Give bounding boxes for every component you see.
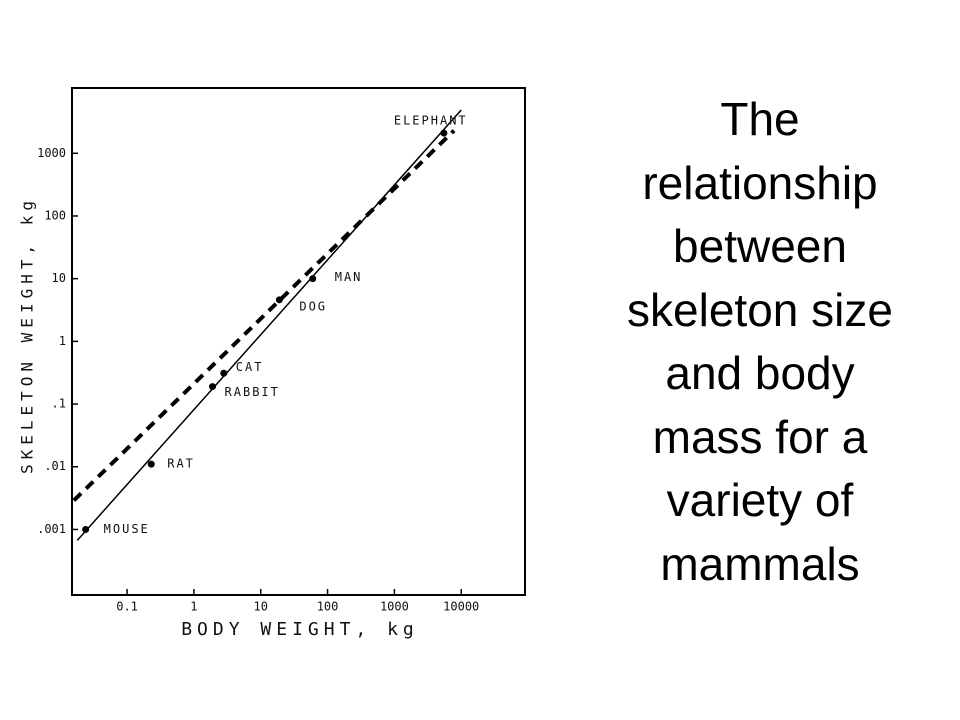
x-tick-label: 10 xyxy=(254,600,268,614)
y-tick-label: .1 xyxy=(52,397,66,411)
point-label: DOG xyxy=(299,299,327,313)
point-label: CAT xyxy=(236,360,264,374)
data-point xyxy=(440,129,448,137)
x-tick-label: 100 xyxy=(317,600,339,614)
point-label: MOUSE xyxy=(104,522,150,536)
title-line: mass for a xyxy=(652,410,868,463)
y-tick-label: 100 xyxy=(44,208,66,222)
title-line: relationship xyxy=(642,156,878,209)
y-axis-label: SKELETON WEIGHT, kg xyxy=(18,196,37,474)
data-point xyxy=(209,383,217,391)
x-axis-label: BODY WEIGHT, kg xyxy=(181,619,419,640)
title-line: skeleton size xyxy=(627,283,893,336)
point-label: RABBIT xyxy=(225,385,280,399)
data-point xyxy=(82,525,90,533)
data-point xyxy=(220,369,228,377)
dashed-fit-line xyxy=(72,129,456,502)
y-tick-label: .01 xyxy=(44,459,66,473)
x-tick-label: 1000 xyxy=(380,600,409,614)
x-tick-label: 10000 xyxy=(443,600,479,614)
title-line: and body xyxy=(665,347,855,399)
y-tick-label: .001 xyxy=(37,522,66,536)
title-line: The xyxy=(720,93,800,145)
fit-line xyxy=(76,109,462,541)
chart: BODY WEIGHT, kg SKELETON WEIGHT, kg 0.1 1… xyxy=(18,87,526,640)
y-tick-label: 10 xyxy=(52,271,66,285)
title-line: mammals xyxy=(660,537,860,590)
point-label: MAN xyxy=(335,270,363,284)
point-label: ELEPHANT xyxy=(394,114,468,128)
slide-title: The relationship between skeleton size and b… xyxy=(560,88,960,596)
plot-frame xyxy=(71,87,526,596)
x-tick-label: 1 xyxy=(190,600,197,614)
y-tick-label: 1 xyxy=(59,334,66,348)
x-tick-label: 0.1 xyxy=(116,600,138,614)
title-line: variety of xyxy=(666,474,854,526)
title-line: between xyxy=(673,220,847,272)
data-point xyxy=(309,275,317,283)
data-point xyxy=(147,460,155,468)
y-tick-label: 1000 xyxy=(37,146,66,160)
data-point xyxy=(275,296,283,304)
point-label: RAT xyxy=(167,457,195,471)
